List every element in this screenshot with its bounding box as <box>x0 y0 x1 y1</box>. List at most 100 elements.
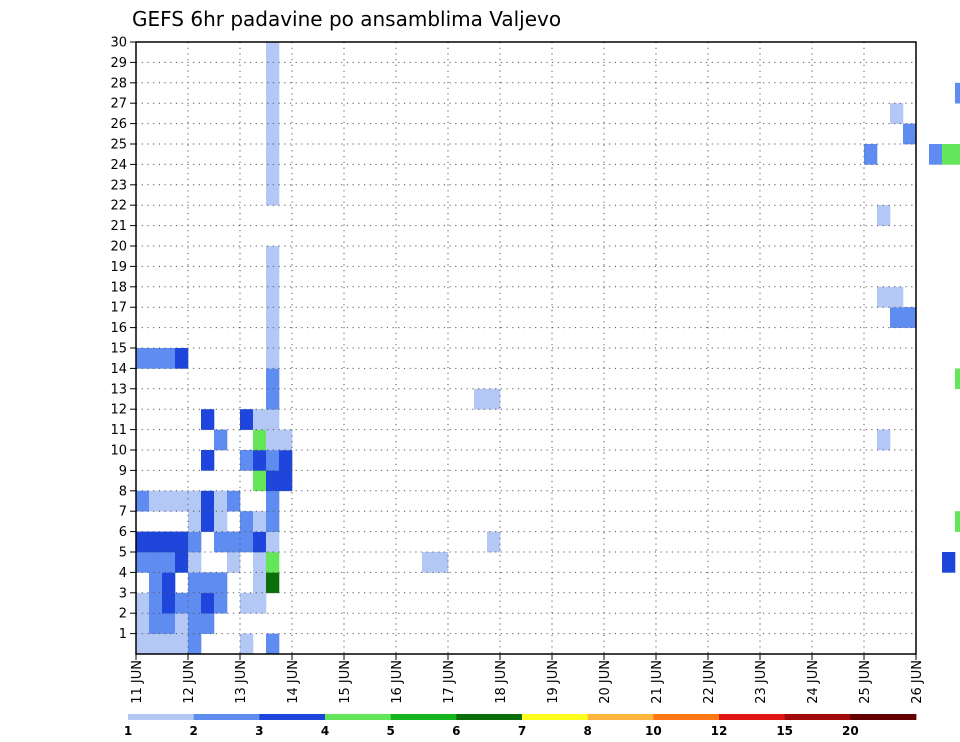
data-cell <box>240 592 254 614</box>
data-cell <box>266 266 280 288</box>
colorbar-swatch <box>850 714 917 720</box>
data-cell <box>266 531 280 553</box>
data-cell <box>175 552 189 573</box>
data-cell <box>266 633 280 655</box>
data-cell <box>279 450 293 471</box>
colorbar-swatch <box>325 714 392 720</box>
y-tick-label: 4 <box>119 566 127 581</box>
data-cell <box>253 470 267 492</box>
x-tick-label: 19 JUN <box>546 660 561 704</box>
data-cell <box>890 307 904 328</box>
data-cell <box>136 552 150 573</box>
data-cell <box>903 123 917 145</box>
colorbar-label: 2 <box>189 724 197 738</box>
data-cell <box>188 552 202 573</box>
data-cell <box>188 511 202 532</box>
y-tick-label: 27 <box>110 97 127 112</box>
data-cell <box>214 511 228 532</box>
data-cell <box>201 572 215 594</box>
x-tick-label: 14 JUN <box>286 660 301 704</box>
data-cell <box>266 184 280 206</box>
x-tick-label: 13 JUN <box>234 660 249 704</box>
x-tick-label: 22 JUN <box>702 660 717 704</box>
data-cell <box>149 552 163 573</box>
data-cell <box>266 103 280 124</box>
data-cell <box>214 592 228 614</box>
data-cell <box>279 429 293 451</box>
data-cell <box>864 144 878 165</box>
x-tick-label: 26 JUN <box>910 660 925 704</box>
colorbar-swatch <box>522 714 589 720</box>
data-cell <box>903 307 917 328</box>
data-cell <box>877 429 891 451</box>
data-cell <box>253 511 267 532</box>
data-cell <box>266 286 280 308</box>
y-tick-label: 5 <box>119 546 127 561</box>
data-cell <box>240 531 254 553</box>
data-cell <box>266 552 280 573</box>
data-cell <box>942 144 956 165</box>
data-cell <box>162 552 176 573</box>
data-cell <box>877 286 891 308</box>
colorbar-label: 1 <box>124 724 132 738</box>
x-axis: 11 JUN 12 JUN 13 JUN 14 JUN 15 JUN 16 JUN 17 J… <box>130 654 925 704</box>
data-cell <box>955 368 960 390</box>
y-tick-label: 1 <box>119 627 127 642</box>
data-cell <box>877 205 891 226</box>
data-cell <box>266 388 280 410</box>
y-tick-label: 18 <box>110 280 127 295</box>
data-cell <box>201 490 215 512</box>
data-cell <box>253 409 267 430</box>
data-cell <box>149 633 163 655</box>
data-cell <box>188 490 202 512</box>
colorbar: 1 2 3 4 5 6 7 8 10 12 15 20 <box>124 714 917 738</box>
data-cell <box>240 409 254 430</box>
colorbar-label: 20 <box>842 724 859 738</box>
data-cell <box>188 572 202 594</box>
data-cell <box>266 511 280 532</box>
y-tick-label: 2 <box>119 607 127 622</box>
data-cell <box>266 429 280 451</box>
data-cell <box>201 511 215 532</box>
colorbar-label: 3 <box>255 724 263 738</box>
y-tick-label: 23 <box>110 178 127 193</box>
x-tick-label: 25 JUN <box>858 660 873 704</box>
y-tick-label: 16 <box>110 321 127 336</box>
data-cell <box>188 613 202 634</box>
data-cell <box>227 552 241 573</box>
data-cell <box>227 531 241 553</box>
data-cell <box>253 531 267 553</box>
data-cell <box>188 531 202 553</box>
data-cell <box>240 511 254 532</box>
data-cell <box>214 490 228 512</box>
data-cell <box>253 572 267 594</box>
data-cell <box>201 450 215 471</box>
data-cell <box>929 144 943 165</box>
colorbar-swatch <box>390 714 457 720</box>
x-tick-label: 17 JUN <box>442 660 457 704</box>
data-cell <box>266 470 280 492</box>
data-cell <box>266 327 280 349</box>
y-tick-label: 13 <box>110 382 127 397</box>
data-cell <box>162 348 176 369</box>
data-cell <box>188 592 202 614</box>
data-cell <box>136 592 150 614</box>
x-tick-label: 21 JUN <box>650 660 665 704</box>
y-tick-label: 15 <box>110 342 127 357</box>
y-tick-label: 22 <box>110 199 127 214</box>
y-tick-label: 8 <box>119 484 127 499</box>
data-cell <box>175 592 189 614</box>
data-cell <box>955 144 960 165</box>
data-cell <box>435 552 449 573</box>
data-cell <box>253 450 267 471</box>
x-tick-label: 16 JUN <box>390 660 405 704</box>
y-tick-label: 10 <box>110 444 127 459</box>
y-tick-label: 11 <box>110 423 127 438</box>
colorbar-swatch <box>193 714 260 720</box>
y-tick-label: 7 <box>119 505 127 520</box>
y-tick-label: 3 <box>119 586 127 601</box>
x-tick-label: 15 JUN <box>338 660 353 704</box>
data-cell <box>227 490 241 512</box>
data-cell <box>136 531 150 553</box>
